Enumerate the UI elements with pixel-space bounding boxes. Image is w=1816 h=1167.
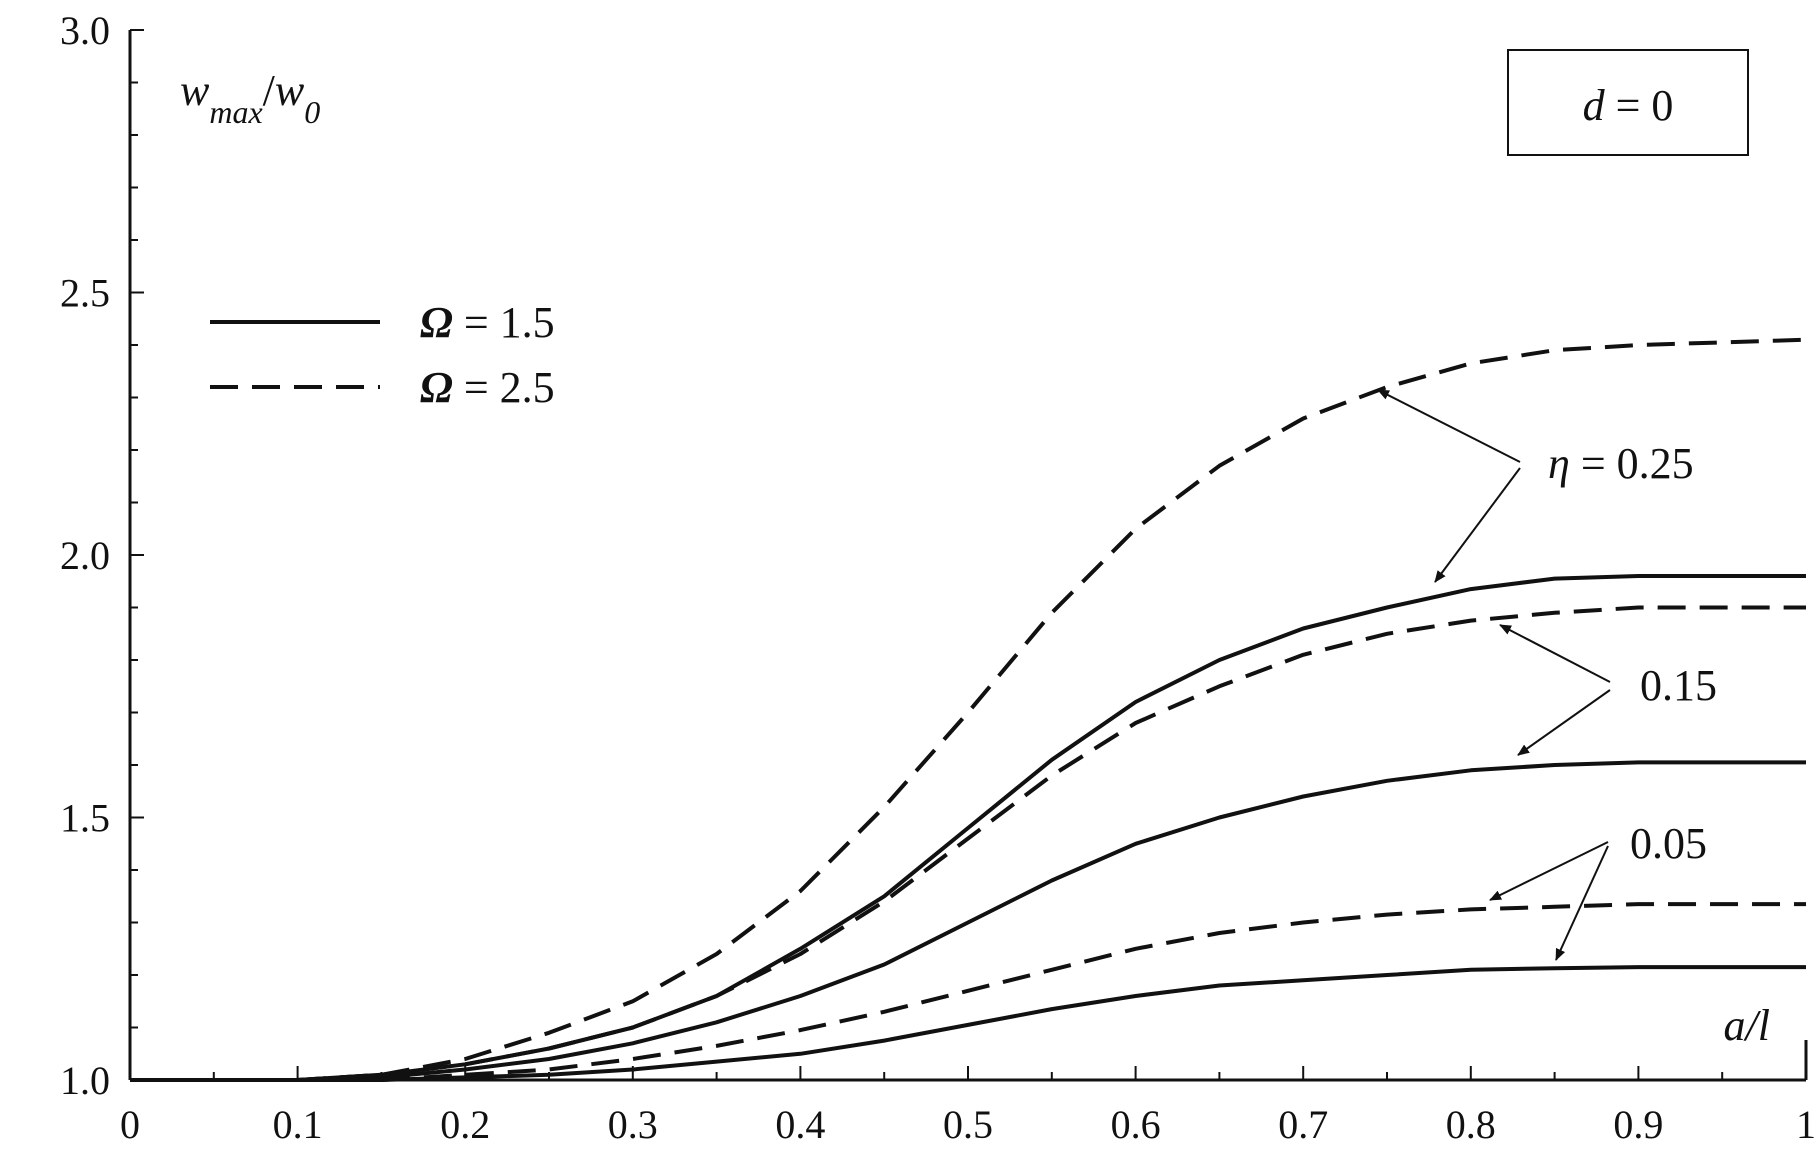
annotation-arrow	[1377, 389, 1521, 463]
series-line-eta-0.15-omega-2.5	[130, 605, 1806, 1082]
x-tick-label: 0.1	[273, 1102, 323, 1147]
x-tick-label: 0	[120, 1102, 140, 1147]
y-axis-label: wmax/w0	[180, 66, 320, 130]
series-line-eta-0.05-omega-1.5	[130, 965, 1806, 1082]
annotation-arrow	[1517, 689, 1611, 756]
annotations: wmax/w0 a/l d = 0 Ω = 1.5 Ω = 2.5 η = 0.25 0.1…	[180, 49, 1770, 1050]
annotation-arrow	[1489, 841, 1609, 901]
series-line-eta-0.15-omega-1.5	[130, 760, 1806, 1082]
series-line-eta-0.25-omega-1.5	[130, 574, 1806, 1082]
legend-label: Ω = 2.5	[420, 363, 555, 412]
annotation-box	[1507, 49, 1749, 156]
x-tick-label: 0.9	[1613, 1102, 1663, 1147]
x-axis-label: a/l	[1724, 1001, 1770, 1050]
y-tick-label: 3.0	[60, 8, 110, 53]
annotation-box-text: d = 0	[1583, 81, 1674, 130]
eta-label-0.25: η = 0.25	[1548, 439, 1694, 488]
x-tick-label: 0.3	[608, 1102, 658, 1147]
annotation-arrow	[1555, 845, 1609, 961]
eta-label-0.15: 0.15	[1640, 661, 1717, 710]
annotation-arrow	[1434, 467, 1521, 583]
x-tick-label: 0.2	[440, 1102, 490, 1147]
y-tick-label: 1.0	[60, 1058, 110, 1103]
legend-label: Ω = 1.5	[420, 298, 555, 347]
x-tick-label: 0.8	[1446, 1102, 1496, 1147]
series-layer	[130, 337, 1807, 1082]
eta-label-0.05: 0.05	[1630, 819, 1707, 868]
y-tick-label: 1.5	[60, 796, 110, 841]
x-tick-label: 0.6	[1111, 1102, 1161, 1147]
x-tick-label: 0.4	[775, 1102, 825, 1147]
x-tick-label: 0.7	[1278, 1102, 1328, 1147]
x-tick-label: 1	[1796, 1102, 1816, 1147]
ticks: 0 0.1 0.2 0.3 0.4 0.5 0.6 0.7 0.8 0.9 1 1.0 1.5 2.0 2.…	[60, 8, 1816, 1147]
annotation-arrow	[1499, 624, 1611, 683]
x-tick-label: 0.5	[943, 1102, 993, 1147]
series-line-eta-0.05-omega-2.5	[130, 902, 1806, 1082]
y-tick-label: 2.0	[60, 533, 110, 578]
y-tick-label: 2.5	[60, 271, 110, 316]
